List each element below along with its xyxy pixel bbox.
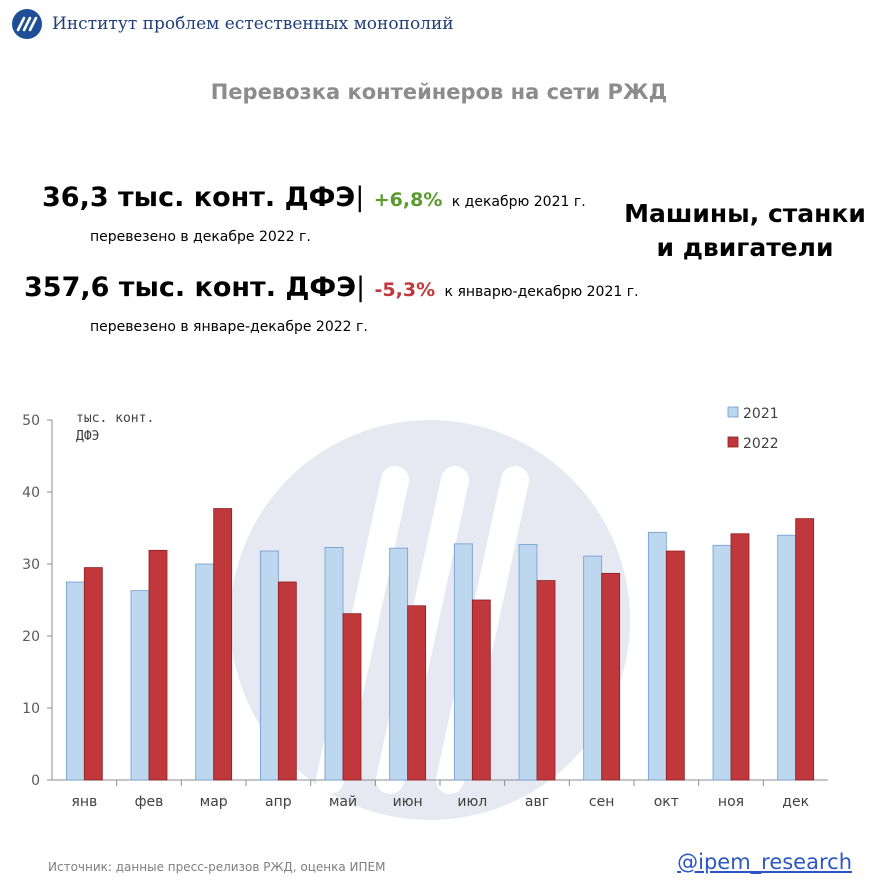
year-stat: 357,6 тыс. конт. ДФЭ| -5,3% к январю-дек… — [24, 272, 639, 303]
bar-2022 — [213, 508, 233, 781]
y-tick-label: 30 — [22, 557, 40, 573]
bar-2021 — [453, 543, 473, 781]
dec-stat: 36,3 тыс. конт. ДФЭ| +6,8% к декабрю 202… — [42, 182, 586, 213]
bar-2021 — [389, 547, 409, 781]
x-tick-label: дек — [782, 794, 809, 810]
page-title: Перевозка контейнеров на сети РЖД — [210, 80, 668, 104]
legend-label: 2022 — [743, 436, 779, 452]
y-tick-label: 10 — [22, 701, 40, 717]
cargo-type: Машины, станки и двигатели — [620, 197, 870, 265]
year-value: 357,6 тыс. конт. ДФЭ — [24, 272, 357, 303]
cargo-line-1: Машины, станки — [624, 199, 866, 228]
year-comparison: к январю-декабрю 2021 г. — [444, 284, 639, 300]
y-axis-label: тыс. конт. ДФЭ — [76, 411, 154, 444]
dec-separator: | — [355, 182, 365, 213]
bar-2021 — [195, 563, 215, 781]
year-pct: -5,3% — [374, 279, 436, 301]
bar-2021 — [259, 550, 279, 781]
x-tick-label: янв — [71, 794, 97, 810]
y-tick-label: 0 — [31, 773, 40, 789]
bar-2022 — [83, 567, 103, 781]
bar-2022 — [601, 572, 621, 781]
x-tick-label: ноя — [718, 794, 744, 810]
dec-value: 36,3 тыс. конт. ДФЭ — [42, 182, 356, 213]
bar-2021 — [65, 581, 85, 781]
bar-2022 — [730, 533, 750, 781]
source-note: Источник: данные пресс-релизов РЖД, оцен… — [48, 860, 386, 874]
ipem-logo-icon — [12, 9, 42, 39]
cargo-line-2: и двигатели — [656, 233, 834, 262]
bar-2021 — [518, 544, 538, 781]
bar-2022 — [277, 581, 297, 781]
bar-2022 — [148, 549, 168, 781]
x-tick-label: апр — [265, 794, 292, 810]
institute-name: Институт проблем естественных монополий — [52, 14, 454, 34]
x-tick-label: июн — [393, 794, 423, 810]
dec-comparison: к декабрю 2021 г. — [451, 194, 586, 210]
bar-2022 — [342, 613, 362, 781]
y-tick-label: 40 — [22, 485, 40, 501]
legend-swatch — [727, 406, 739, 418]
bar-2022 — [471, 599, 491, 781]
bar-2021 — [130, 590, 150, 781]
x-tick-label: июл — [457, 794, 487, 810]
bar-2021 — [583, 555, 603, 781]
year-subtitle: перевезено в январе-декабре 2022 г. — [90, 319, 368, 335]
x-tick-label: мар — [200, 794, 228, 810]
dec-pct: +6,8% — [373, 189, 443, 211]
x-tick-label: сен — [589, 794, 614, 810]
x-tick-label: фев — [135, 794, 164, 810]
dec-subtitle: перевезено в декабре 2022 г. — [90, 229, 311, 245]
bar-2021 — [324, 547, 344, 781]
x-tick-label: май — [329, 794, 357, 810]
x-tick-label: авг — [525, 794, 549, 810]
bar-2022 — [665, 550, 685, 781]
bar-2022 — [795, 518, 815, 781]
legend-swatch — [727, 436, 739, 448]
research-handle-link[interactable]: @ipem_research — [677, 850, 852, 874]
x-tick-label: окт — [654, 794, 679, 810]
y-tick-label: 50 — [22, 413, 40, 429]
bar-2021 — [777, 534, 797, 781]
bar-2021 — [647, 531, 667, 781]
bar-chart: 0 10 20 30 40 50 тыс. конт. ДФЭ янв фев мар апр май и… — [22, 406, 828, 820]
bar-2021 — [712, 544, 732, 781]
bar-2022 — [407, 605, 427, 781]
header: Институт проблем естественных монополий — [12, 8, 454, 40]
legend-label: 2021 — [743, 406, 779, 422]
bar-2022 — [536, 580, 556, 781]
year-separator: | — [356, 272, 366, 303]
y-tick-label: 20 — [22, 629, 40, 645]
